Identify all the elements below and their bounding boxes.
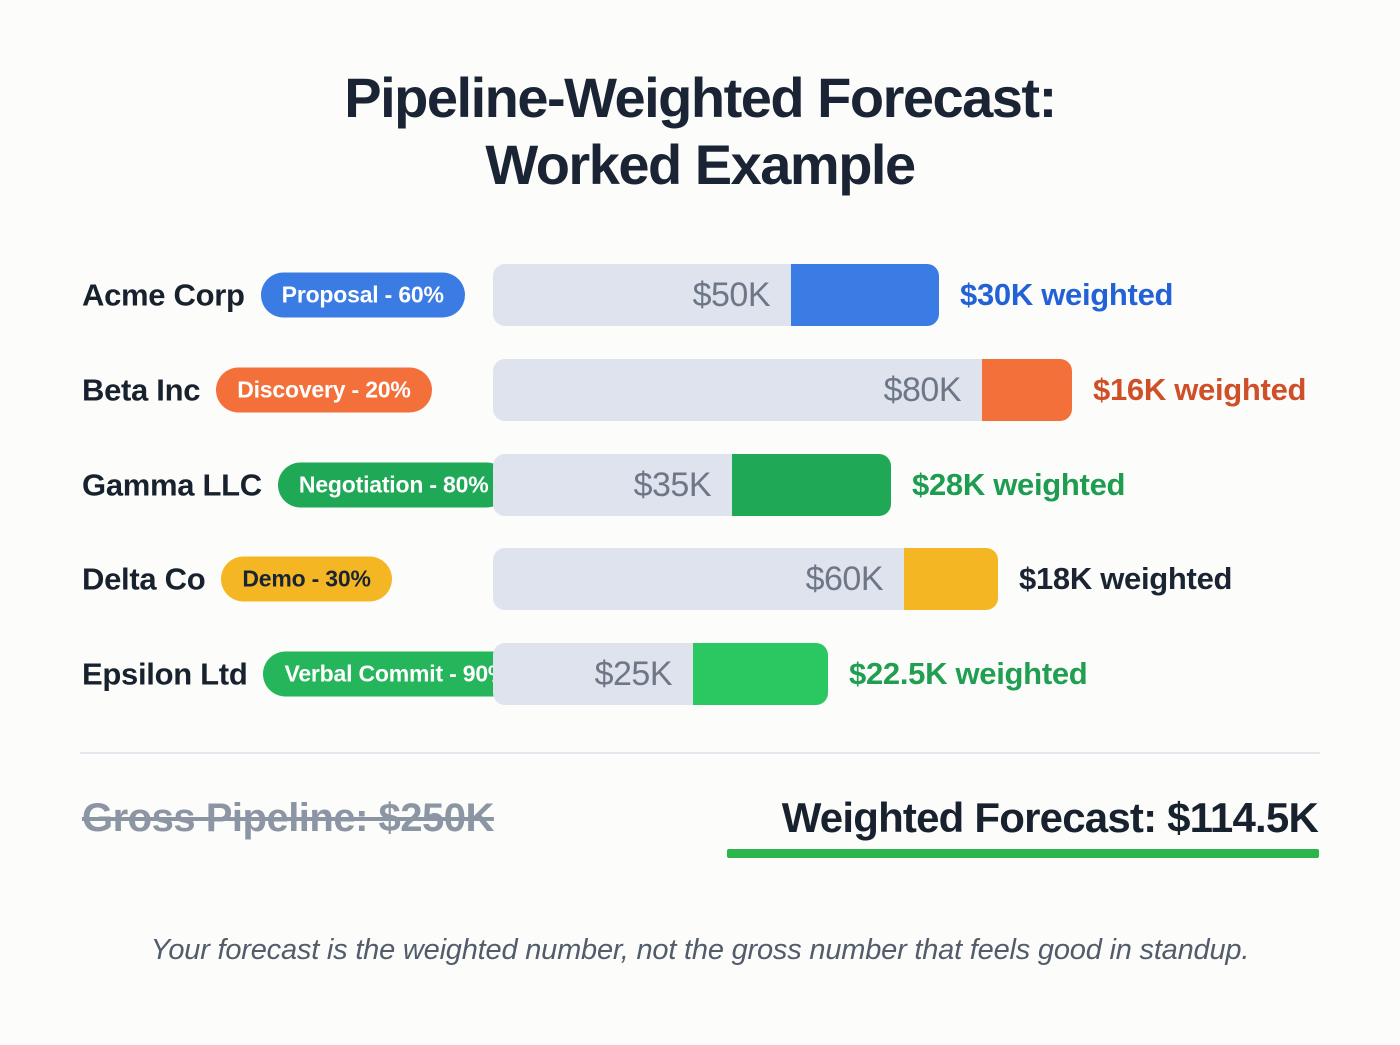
deal-bar: $80K (493, 359, 1072, 421)
company-name: Delta Co (82, 561, 206, 596)
company-group: Acme Corp Proposal - 60% (82, 272, 465, 318)
page-title: Pipeline-Weighted Forecast: Worked Examp… (0, 64, 1400, 198)
gross-bar-segment: $50K (493, 264, 791, 326)
company-name: Acme Corp (82, 277, 245, 312)
weighted-value: $28K weighted (912, 467, 1126, 502)
row-acme-corp: Acme Corp Proposal - 60% $50K $30K weigh… (0, 264, 1400, 326)
stage-badge: Negotiation - 80% (277, 462, 510, 508)
weighted-value: $22.5K weighted (849, 656, 1088, 691)
gross-value: $50K (692, 275, 771, 314)
gross-value: $80K (883, 370, 962, 409)
page-title-line-2: Worked Example (485, 133, 916, 197)
divider (80, 752, 1320, 754)
row-epsilon-ltd: Epsilon Ltd Verbal Commit - 90% $25K $22… (0, 643, 1400, 705)
gross-bar-segment: $35K (493, 454, 732, 516)
gross-bar-segment: $25K (493, 643, 693, 705)
bar-area: $35K $28K weighted (493, 454, 1125, 516)
deal-bar: $60K (493, 548, 998, 610)
bar-area: $25K $22.5K weighted (493, 643, 1088, 705)
forecast-underline (727, 849, 1319, 858)
weighted-bar-segment (982, 359, 1072, 421)
weighted-bar-segment (904, 548, 998, 610)
bar-area: $80K $16K weighted (493, 359, 1306, 421)
company-group: Delta Co Demo - 30% (82, 556, 392, 602)
stage-badge: Verbal Commit - 90% (263, 651, 530, 697)
company-name: Gamma LLC (82, 467, 262, 502)
company-group: Gamma LLC Negotiation - 80% (82, 462, 510, 508)
stage-badge: Proposal - 60% (260, 272, 465, 318)
weighted-value: $18K weighted (1019, 561, 1233, 596)
weighted-bar-segment (791, 264, 939, 326)
bar-area: $60K $18K weighted (493, 548, 1232, 610)
weighted-bar-segment (693, 643, 828, 705)
deal-bar: $50K (493, 264, 939, 326)
weighted-value: $30K weighted (960, 277, 1174, 312)
weighted-value: $16K weighted (1093, 372, 1307, 407)
weighted-forecast-total: Weighted Forecast: $114.5K (781, 794, 1319, 841)
footnote: Your forecast is the weighted number, no… (150, 934, 1250, 966)
stage-badge: Demo - 30% (221, 556, 392, 602)
gross-bar-segment: $80K (493, 359, 982, 421)
page-title-line-1: Pipeline-Weighted Forecast: (344, 66, 1057, 129)
company-group: Epsilon Ltd Verbal Commit - 90% (82, 651, 530, 697)
company-name: Epsilon Ltd (82, 656, 248, 691)
gross-pipeline-total: Gross Pipeline: $250K (82, 796, 494, 840)
stage-badge: Discovery - 20% (216, 367, 432, 413)
weighted-bar-segment (732, 454, 891, 516)
deal-bar: $35K (493, 454, 891, 516)
company-name: Beta Inc (82, 372, 201, 407)
deal-bar: $25K (493, 643, 828, 705)
bar-area: $50K $30K weighted (493, 264, 1173, 326)
gross-value: $60K (805, 559, 884, 598)
gross-value: $25K (594, 654, 673, 693)
row-delta-co: Delta Co Demo - 30% $60K $18K weighted (0, 548, 1400, 610)
row-beta-inc: Beta Inc Discovery - 20% $80K $16K weigh… (0, 359, 1400, 421)
row-gamma-llc: Gamma LLC Negotiation - 80% $35K $28K we… (0, 454, 1400, 516)
gross-value: $35K (633, 465, 712, 504)
company-group: Beta Inc Discovery - 20% (82, 367, 432, 413)
gross-bar-segment: $60K (493, 548, 904, 610)
